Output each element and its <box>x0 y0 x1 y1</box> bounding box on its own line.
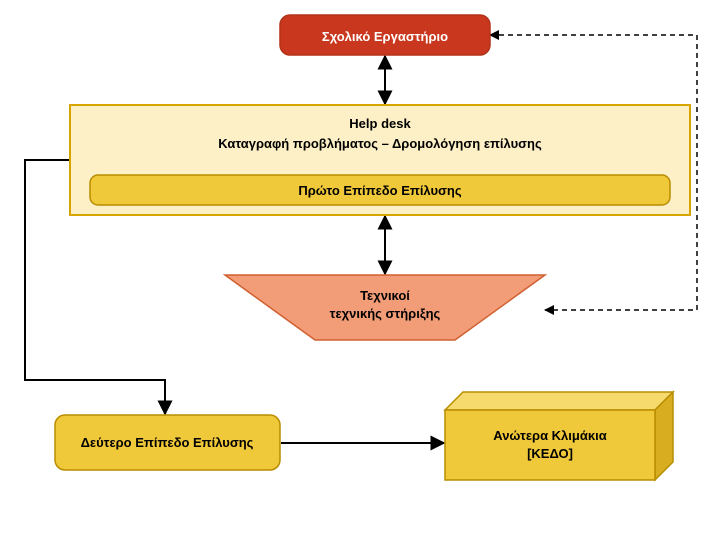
school-lab-label: Σχολικό Εργαστήριο <box>322 29 448 44</box>
helpdesk-title-line2: Καταγραφή προβλήματος – Δρομολόγηση επίλ… <box>218 136 542 151</box>
first-level-label: Πρώτο Επίπεδο Επίλυσης <box>298 183 462 198</box>
technicians-line1: Τεχνικοί <box>360 288 410 303</box>
helpdesk-title-line1: Help desk <box>349 116 411 131</box>
technicians-line2: τεχνικής στήριξης <box>330 306 441 321</box>
second-level-label: Δεύτερο Επίπεδο Επίλυσης <box>81 435 254 450</box>
upper-levels-line1: Ανώτερα Κλιμάκια <box>493 428 606 443</box>
flowchart-canvas: Help desk Καταγραφή προβλήματος – Δρομολ… <box>0 0 720 540</box>
upper-levels-line2: [ΚΕΔΟ] <box>527 446 573 461</box>
